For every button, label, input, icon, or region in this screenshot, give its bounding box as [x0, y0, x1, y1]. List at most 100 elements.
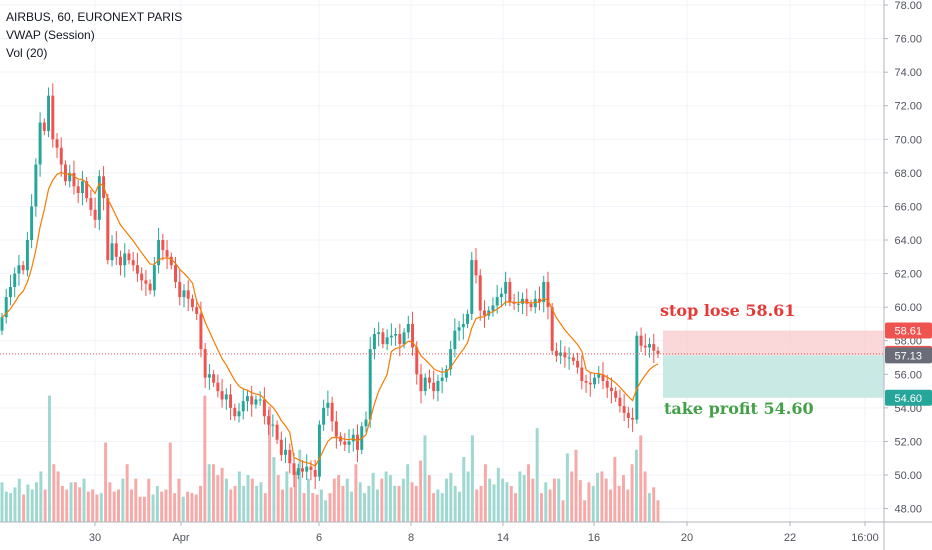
- volume-bar: [501, 478, 505, 522]
- volume-bar: [449, 472, 453, 522]
- volume-bar: [181, 496, 185, 522]
- volume-bar: [492, 484, 496, 522]
- volume-bar: [65, 489, 69, 522]
- volume-bar: [199, 485, 203, 522]
- candle-body: [538, 298, 541, 303]
- volume-bar: [302, 493, 306, 522]
- candle-body: [131, 260, 135, 266]
- volume-bar: [30, 489, 34, 522]
- candle-body: [326, 402, 330, 408]
- candle-body: [93, 209, 97, 220]
- time-axis[interactable]: 30 Apr 6 8 14 16 20 22 16:00: [0, 521, 932, 544]
- candle-body: [72, 172, 76, 187]
- candle-body: [106, 198, 110, 261]
- candle-body: [203, 349, 207, 378]
- volume-bar: [453, 485, 457, 522]
- candle-body: [220, 391, 224, 400]
- candle-body: [495, 297, 499, 306]
- price-label-stop: [885, 322, 932, 339]
- candle-body: [576, 360, 580, 368]
- volume-bar: [350, 491, 354, 522]
- volume-bar: [475, 489, 479, 522]
- candle-body: [174, 265, 178, 282]
- volume-bar: [548, 489, 552, 522]
- volume-bar: [600, 471, 604, 522]
- price-axis[interactable]: 48.00 50.00 52.00 54.00 56.00 58.00 60.00 62.00…: [883, 0, 922, 550]
- time-tick-label: 16: [588, 532, 600, 544]
- volume-bar: [427, 475, 431, 522]
- candle-body: [542, 281, 546, 303]
- candle-body: [356, 434, 359, 450]
- candle-body: [580, 367, 584, 382]
- volume-bar: [4, 491, 8, 522]
- candle-body: [449, 349, 453, 370]
- vwap-indicator-label[interactable]: VWAP (Session): [6, 28, 95, 42]
- volume-bar: [462, 457, 466, 522]
- volume-bar: [268, 406, 272, 522]
- risk-reward-zones[interactable]: [663, 330, 884, 398]
- price-label-stop-text: 58.61: [894, 325, 922, 337]
- candle-body: [512, 302, 516, 304]
- volume-bar: [401, 478, 405, 522]
- candle-body: [419, 374, 423, 392]
- candle-body: [478, 275, 482, 311]
- candle-body: [385, 337, 389, 345]
- candle-body: [398, 334, 402, 345]
- volume-bar: [298, 449, 302, 522]
- volume-bar: [393, 485, 397, 522]
- candle-body: [76, 186, 80, 194]
- candle-body: [30, 206, 34, 241]
- price-label-entry-text: 57.13: [894, 350, 922, 362]
- volume-bar: [117, 489, 121, 522]
- volume-bar: [250, 478, 254, 522]
- volume-bar: [565, 453, 569, 522]
- candle-body: [47, 95, 51, 131]
- volume-bar: [561, 500, 565, 522]
- volume-bar: [319, 489, 323, 522]
- candle-body: [182, 290, 186, 298]
- volume-bar: [643, 471, 647, 522]
- volume-bar: [112, 491, 116, 522]
- volume-bar: [22, 494, 26, 522]
- symbol-title[interactable]: AIRBUS, 60, EURONEXT PARIS: [6, 10, 183, 24]
- volume-bar: [237, 471, 241, 522]
- volume-bar: [535, 428, 539, 522]
- candle-body: [148, 283, 152, 291]
- candle-body: [313, 469, 317, 477]
- candle-body: [499, 293, 503, 298]
- candle-body: [516, 303, 520, 305]
- volume-bar: [539, 493, 543, 522]
- volume-bar: [358, 482, 362, 522]
- volume-bar: [26, 484, 30, 522]
- time-tick-label: 20: [681, 532, 693, 544]
- candle-body: [525, 298, 529, 304]
- volume-bar: [621, 475, 625, 522]
- candle-body: [622, 406, 626, 413]
- volume-bar: [639, 435, 643, 522]
- time-tick-label: 6: [316, 532, 322, 544]
- candle-body: [601, 374, 605, 382]
- candle-body: [533, 298, 537, 308]
- take-profit-annotation: take profit 54.60: [664, 399, 814, 418]
- candle-body: [25, 240, 29, 271]
- candle-body: [563, 352, 567, 358]
- volume-bar: [647, 493, 651, 522]
- volume-bar: [328, 493, 332, 522]
- volume-bar: [341, 485, 345, 522]
- candle-body: [169, 256, 173, 266]
- candle-body: [288, 449, 292, 464]
- volume-bar: [410, 482, 414, 522]
- time-tick-label: 14: [497, 532, 509, 544]
- price-tick-label: 48.00: [894, 504, 922, 516]
- volume-bar: [583, 500, 587, 522]
- candle-body: [609, 387, 613, 392]
- candle-body: [68, 172, 72, 182]
- candle-body: [119, 256, 122, 266]
- candle-body: [453, 330, 457, 350]
- volume-bar: [9, 493, 13, 522]
- candle-body: [482, 310, 486, 316]
- candle-body: [186, 290, 190, 299]
- candle-body: [216, 382, 220, 392]
- volume-indicator-label[interactable]: Vol (20): [6, 46, 48, 60]
